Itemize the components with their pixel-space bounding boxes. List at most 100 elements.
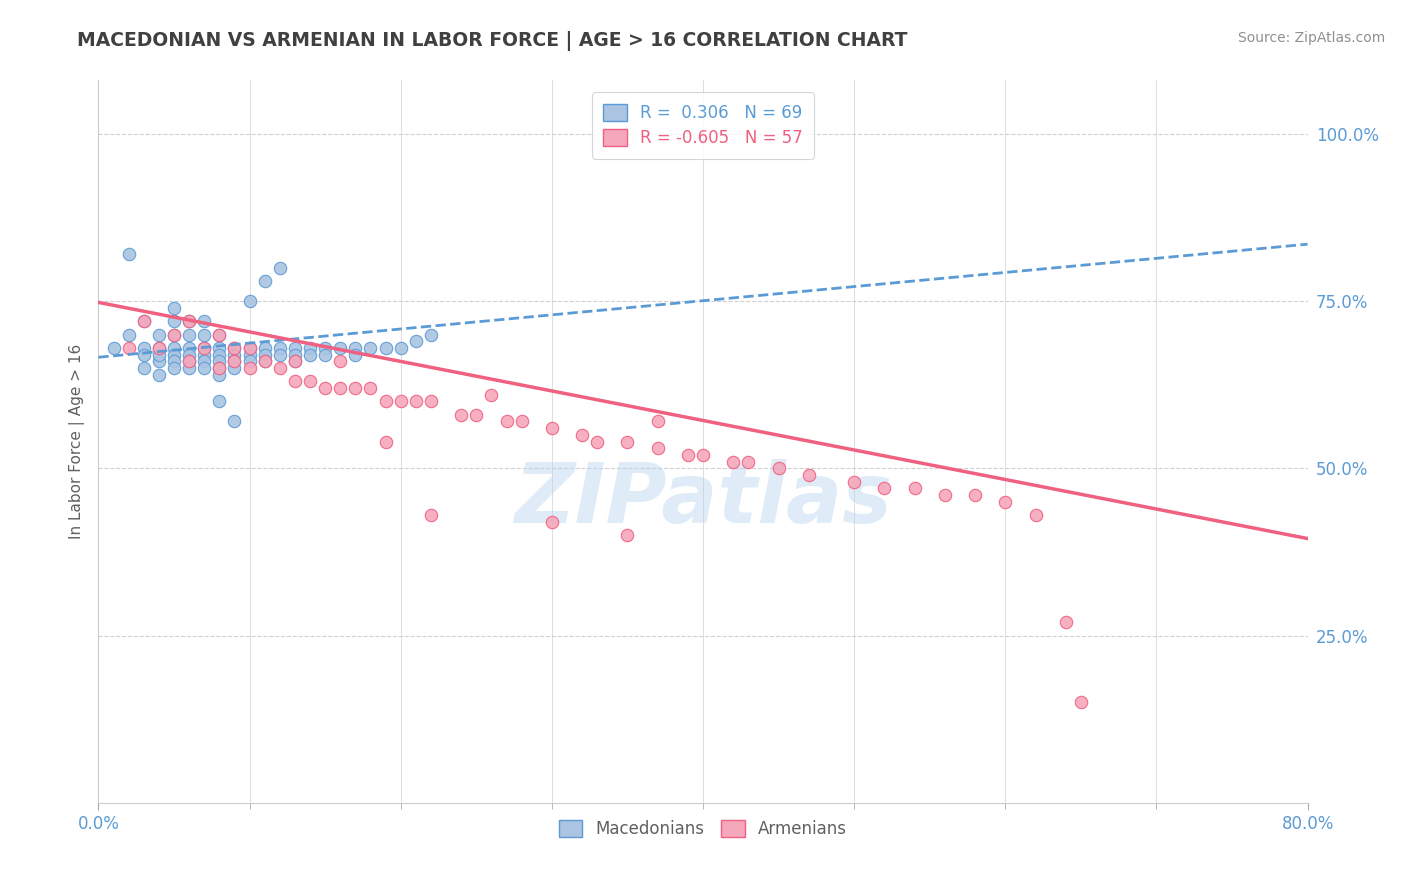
Point	[299, 348, 322, 362]
Point	[224, 348, 246, 362]
Point	[179, 361, 201, 376]
Point	[586, 434, 609, 449]
Point	[208, 327, 231, 342]
Point	[389, 394, 412, 409]
Point	[208, 341, 231, 355]
Point	[193, 341, 215, 355]
Point	[239, 294, 262, 309]
Point	[420, 327, 443, 342]
Point	[148, 341, 170, 355]
Point	[132, 348, 155, 362]
Point	[148, 341, 170, 355]
Point	[224, 354, 246, 368]
Point	[253, 341, 276, 355]
Point	[224, 341, 246, 355]
Point	[329, 381, 352, 395]
Point	[965, 488, 987, 502]
Point	[193, 314, 215, 328]
Point	[647, 414, 669, 429]
Point	[103, 341, 125, 355]
Point	[540, 515, 562, 529]
Point	[616, 528, 638, 542]
Point	[737, 455, 759, 469]
Point	[314, 348, 336, 362]
Point	[344, 348, 367, 362]
Point	[692, 448, 714, 462]
Point	[844, 475, 866, 489]
Point	[873, 482, 896, 496]
Point	[148, 348, 170, 362]
Point	[647, 442, 669, 455]
Point	[132, 341, 155, 355]
Point	[571, 427, 593, 442]
Point	[239, 348, 262, 362]
Point	[1070, 696, 1092, 710]
Point	[314, 341, 336, 355]
Text: Source: ZipAtlas.com: Source: ZipAtlas.com	[1237, 31, 1385, 45]
Point	[163, 361, 186, 376]
Point	[148, 368, 170, 382]
Point	[179, 341, 201, 355]
Point	[163, 314, 186, 328]
Point	[374, 341, 396, 355]
Point	[163, 341, 186, 355]
Point	[224, 361, 246, 376]
Point	[1024, 508, 1046, 523]
Point	[495, 414, 517, 429]
Point	[193, 361, 215, 376]
Point	[269, 260, 291, 275]
Point	[510, 414, 533, 429]
Point	[193, 348, 215, 362]
Point	[163, 348, 186, 362]
Point	[405, 334, 427, 349]
Point	[208, 361, 231, 376]
Point	[163, 327, 186, 342]
Text: MACEDONIAN VS ARMENIAN IN LABOR FORCE | AGE > 16 CORRELATION CHART: MACEDONIAN VS ARMENIAN IN LABOR FORCE | …	[77, 31, 908, 51]
Point	[994, 494, 1017, 508]
Point	[208, 394, 231, 409]
Point	[208, 354, 231, 368]
Point	[239, 341, 262, 355]
Point	[193, 354, 215, 368]
Point	[269, 348, 291, 362]
Point	[284, 375, 307, 389]
Point	[314, 381, 336, 395]
Point	[208, 361, 231, 376]
Point	[616, 434, 638, 449]
Point	[360, 341, 382, 355]
Point	[179, 354, 201, 368]
Point	[269, 361, 291, 376]
Point	[179, 314, 201, 328]
Point	[253, 348, 276, 362]
Point	[284, 354, 307, 368]
Point	[239, 341, 262, 355]
Point	[797, 467, 820, 482]
Point	[329, 354, 352, 368]
Point	[344, 381, 367, 395]
Point	[163, 327, 186, 342]
Point	[374, 434, 396, 449]
Point	[118, 341, 141, 355]
Point	[118, 247, 141, 261]
Point	[1054, 615, 1077, 630]
Point	[224, 341, 246, 355]
Point	[253, 274, 276, 288]
Legend: Macedonians, Armenians: Macedonians, Armenians	[553, 814, 853, 845]
Point	[179, 354, 201, 368]
Point	[676, 448, 699, 462]
Point	[208, 368, 231, 382]
Point	[132, 314, 155, 328]
Point	[163, 354, 186, 368]
Point	[193, 341, 215, 355]
Point	[284, 348, 307, 362]
Point	[723, 455, 745, 469]
Point	[389, 341, 412, 355]
Point	[284, 341, 307, 355]
Point	[208, 348, 231, 362]
Y-axis label: In Labor Force | Age > 16: In Labor Force | Age > 16	[69, 344, 84, 539]
Point	[148, 327, 170, 342]
Point	[904, 482, 927, 496]
Point	[253, 354, 276, 368]
Point	[329, 341, 352, 355]
Point	[239, 354, 262, 368]
